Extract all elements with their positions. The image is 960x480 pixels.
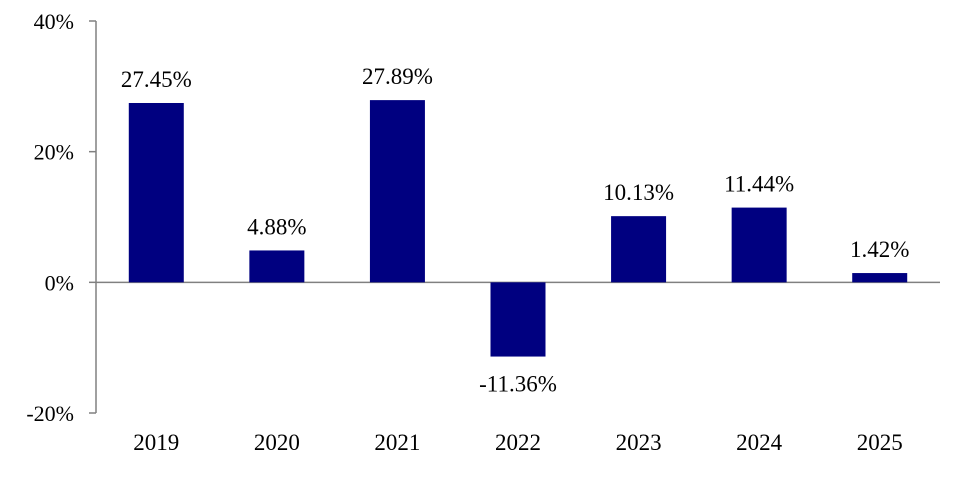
- bar-2019: [128, 102, 184, 283]
- data-label: 4.88%: [247, 214, 306, 239]
- x-tick-label: 2022: [495, 430, 541, 455]
- data-label: 11.44%: [724, 172, 794, 197]
- bar-2024: [731, 207, 787, 283]
- data-label: 1.42%: [850, 237, 909, 262]
- x-tick-label: 2020: [254, 430, 300, 455]
- x-tick-label: 2021: [374, 430, 420, 455]
- bars: [128, 100, 908, 357]
- data-label: 10.13%: [603, 180, 674, 205]
- bar-2023: [611, 216, 667, 283]
- bar-2022: [490, 282, 546, 357]
- category-labels: 2019 2020 2021 2022 2023 2024 2025: [133, 430, 902, 455]
- x-tick-label: 2023: [616, 430, 662, 455]
- bar-2020: [249, 250, 305, 283]
- y-tick-label: -20%: [26, 401, 74, 426]
- data-labels: 27.45% 4.88% 27.89% -11.36% 10.13% 11.44% 1.42…: [121, 64, 910, 396]
- x-tick-label: 2024: [736, 430, 783, 455]
- bar-2021: [369, 100, 425, 283]
- x-tick-label: 2019: [133, 430, 179, 455]
- y-tick-label: 40%: [34, 9, 74, 34]
- x-tick-label: 2025: [857, 430, 903, 455]
- data-label: 27.45%: [121, 67, 192, 92]
- data-label: -11.36%: [479, 372, 557, 397]
- y-axis: 40% 20% 0% -20%: [26, 9, 97, 426]
- data-label: 27.89%: [362, 64, 433, 89]
- y-tick-label: 20%: [34, 140, 74, 165]
- bar-2025: [852, 273, 908, 283]
- y-tick-label: 0%: [45, 270, 74, 295]
